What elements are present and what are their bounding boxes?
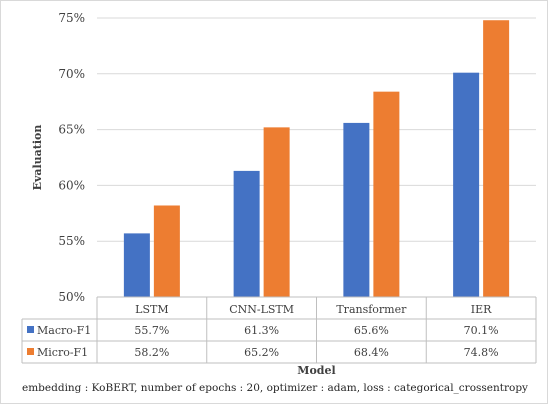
x-category-label: LSTM bbox=[135, 303, 168, 316]
data-table-value: 70.1% bbox=[464, 324, 499, 337]
y-tick-label: 50% bbox=[58, 290, 85, 304]
data-table-value: 61.3% bbox=[244, 324, 279, 337]
bar-micro-f1-cnn-lstm bbox=[263, 127, 290, 297]
y-tick-label: 75% bbox=[58, 11, 85, 25]
data-table-value: 65.2% bbox=[244, 346, 279, 359]
bar-macro-f1-transformer bbox=[343, 122, 370, 298]
bar-micro-f1-lstm bbox=[153, 205, 180, 297]
y-axis-title: Evaluation bbox=[31, 125, 44, 191]
legend-key-macro-f1 bbox=[27, 326, 34, 333]
chart-caption: embedding : KoBERT, number of epochs : 2… bbox=[22, 382, 528, 394]
bar-macro-f1-lstm bbox=[123, 233, 150, 297]
y-tick-label: 60% bbox=[58, 178, 85, 192]
x-axis-title: Model bbox=[297, 364, 335, 377]
bar-macro-f1-cnn-lstm bbox=[233, 170, 260, 297]
data-table-value: 74.8% bbox=[464, 346, 499, 359]
data-table-value: 65.6% bbox=[354, 324, 389, 337]
y-tick-label: 70% bbox=[58, 67, 85, 81]
x-category-label: CNN-LSTM bbox=[229, 303, 294, 316]
legend-label: Macro-F1 bbox=[37, 324, 91, 337]
y-tick-label: 65% bbox=[58, 123, 85, 137]
y-tick-label: 55% bbox=[58, 234, 85, 248]
data-table-value: 55.7% bbox=[134, 324, 169, 337]
data-table-value: 68.4% bbox=[354, 346, 389, 359]
bar-micro-f1-ier bbox=[483, 20, 510, 298]
legend-key-micro-f1 bbox=[27, 348, 34, 355]
bar-micro-f1-transformer bbox=[373, 91, 400, 297]
data-table-value: 58.2% bbox=[134, 346, 169, 359]
x-category-label: IER bbox=[471, 303, 492, 316]
bar-macro-f1-ier bbox=[453, 72, 480, 298]
x-category-label: Transformer bbox=[336, 303, 407, 316]
legend-label: Micro-F1 bbox=[37, 346, 88, 359]
